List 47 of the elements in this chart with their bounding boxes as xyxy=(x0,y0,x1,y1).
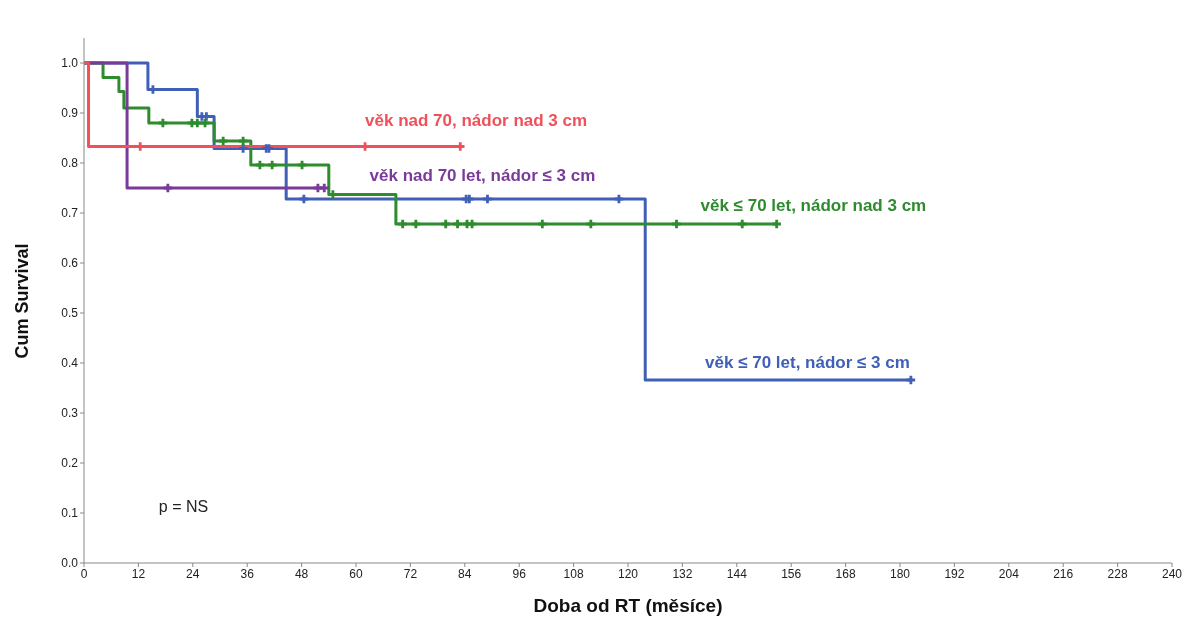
x-tick-label: 36 xyxy=(240,566,255,581)
point xyxy=(238,144,248,153)
point xyxy=(483,194,492,204)
y-tick-label: 0.2 xyxy=(61,456,79,471)
annotation: p = NS xyxy=(158,498,209,516)
series-label: věk ≤ 70 let, nádor nad 3 cm xyxy=(700,195,927,216)
point xyxy=(453,219,462,229)
x-tick-label: 84 xyxy=(458,566,472,581)
y-tick-label: 0.6 xyxy=(61,256,79,271)
x-tick-label: 240 xyxy=(1161,566,1183,581)
y-tick-label: 0.3 xyxy=(61,406,79,421)
x-tick-label: 144 xyxy=(726,566,748,581)
point xyxy=(320,183,329,193)
y-tick-label: 0.8 xyxy=(61,156,79,171)
y-tick-label: 0.1 xyxy=(61,506,79,521)
y-tick-label: 0.4 xyxy=(61,356,79,371)
series-label: věk nad 70, nádor nad 3 cm xyxy=(365,110,588,131)
text: věk nad 70 let, nádor ≤ 3 cm xyxy=(369,165,596,186)
x-axis-title: Doba od RT (měsíce) xyxy=(533,595,723,617)
x-tick-label: 48 xyxy=(294,566,309,581)
x-tick-label: 12 xyxy=(131,566,146,581)
x-tick-label: 96 xyxy=(512,566,527,581)
y-tick-label: 1.0 xyxy=(61,56,79,71)
x-tick-label: 108 xyxy=(563,566,584,581)
x-tick-label: 120 xyxy=(617,566,639,581)
y-tick-label: 0.5 xyxy=(61,306,79,321)
point xyxy=(538,219,547,229)
series-label: věk ≤ 70 let, nádor ≤ 3 cm xyxy=(705,353,910,373)
point xyxy=(772,219,781,229)
x-tick-label: 168 xyxy=(835,566,856,581)
x-tick-label: 228 xyxy=(1107,566,1128,581)
x-tick-label: 132 xyxy=(672,566,693,581)
x-tick-label: 0 xyxy=(80,566,88,581)
x-tick-label: 180 xyxy=(889,566,911,581)
x-tick-label: 204 xyxy=(998,566,1020,581)
y-tick-label: 0.7 xyxy=(61,206,79,221)
x-tick-label: 156 xyxy=(781,566,802,581)
point xyxy=(672,219,681,229)
y-tick-label: 0.9 xyxy=(61,106,79,121)
y-tick-label: 0.0 xyxy=(61,556,79,571)
y-axis-title: Cum Survival xyxy=(11,242,33,359)
point xyxy=(398,219,407,229)
x-tick-label: 72 xyxy=(403,566,418,581)
x-tick-label: 24 xyxy=(186,566,200,581)
x-tick-label: 216 xyxy=(1053,566,1074,581)
x-tick-label: 192 xyxy=(944,566,965,581)
x-tick-label: 60 xyxy=(349,566,363,581)
